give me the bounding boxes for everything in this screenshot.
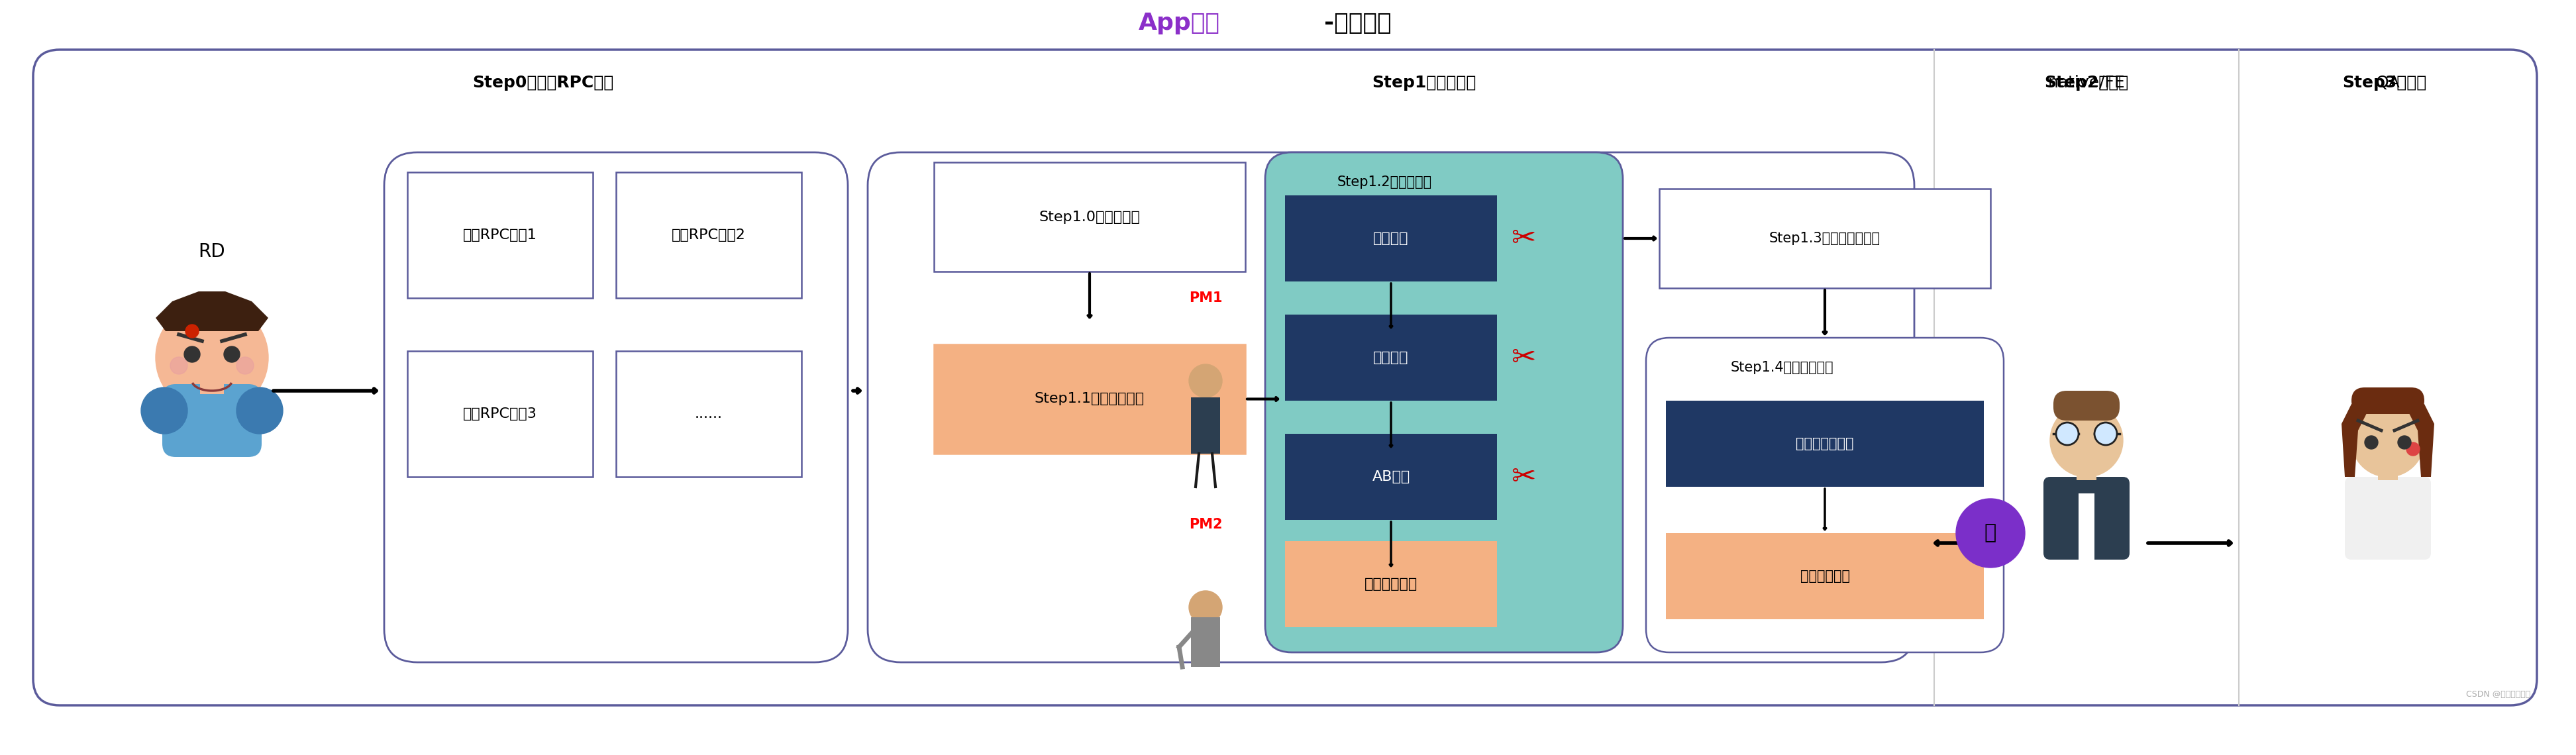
Text: -开发流程: -开发流程: [1324, 12, 1391, 35]
Bar: [616, 351, 801, 477]
Bar: [1190, 618, 1221, 667]
Text: native/FE: native/FE: [2048, 75, 2125, 91]
Bar: [1667, 533, 1984, 619]
Text: 有无到手价？: 有无到手价？: [1365, 578, 1417, 590]
Circle shape: [237, 387, 283, 434]
Bar: [2079, 494, 2094, 559]
Circle shape: [1955, 499, 2025, 568]
Circle shape: [170, 357, 188, 374]
Text: Step1.4：构建券标签: Step1.4：构建券标签: [1731, 361, 1834, 374]
Circle shape: [2406, 442, 2419, 456]
Text: PM1: PM1: [1188, 291, 1221, 305]
FancyBboxPatch shape: [1265, 153, 1623, 652]
Text: 新建RPC模块1: 新建RPC模块1: [464, 229, 538, 242]
Circle shape: [142, 387, 188, 434]
Circle shape: [2094, 423, 2117, 445]
Text: 新建RPC模块2: 新建RPC模块2: [672, 229, 747, 242]
Polygon shape: [2401, 397, 2434, 477]
FancyBboxPatch shape: [384, 153, 848, 662]
Bar: [2378, 452, 2398, 480]
Text: 有无活动信息？: 有无活动信息？: [1795, 437, 1855, 450]
Bar: [2076, 452, 2097, 480]
Text: ✂: ✂: [1512, 344, 1535, 372]
FancyBboxPatch shape: [162, 384, 263, 457]
FancyBboxPatch shape: [2344, 477, 2432, 559]
Bar: [1659, 189, 1991, 288]
Text: 终端判断: 终端判断: [1373, 351, 1409, 364]
Text: App首页: App首页: [1139, 12, 1221, 35]
Circle shape: [2056, 423, 2079, 445]
Circle shape: [155, 301, 268, 414]
FancyBboxPatch shape: [2043, 477, 2130, 559]
Bar: [1285, 434, 1497, 520]
Circle shape: [1190, 590, 1221, 624]
Text: Step1：数据渲染: Step1：数据渲染: [1373, 75, 1476, 91]
Bar: [1190, 397, 1221, 454]
Text: CSDN @转转技术团队: CSDN @转转技术团队: [2465, 690, 2530, 698]
Bar: [616, 172, 801, 298]
Text: 🔗: 🔗: [1984, 523, 1996, 543]
Text: Step3：测试: Step3：测试: [2342, 75, 2427, 91]
Text: Step0：获取RPC数据: Step0：获取RPC数据: [471, 75, 613, 91]
Text: RD: RD: [198, 242, 227, 261]
Text: Step1.1：构建到手价: Step1.1：构建到手价: [1036, 393, 1144, 405]
Bar: [1285, 315, 1497, 401]
Text: 版本判断: 版本判断: [1373, 232, 1409, 245]
Bar: [1285, 541, 1497, 627]
Bar: [935, 162, 1244, 272]
Polygon shape: [155, 291, 268, 331]
FancyBboxPatch shape: [2053, 391, 2120, 421]
Circle shape: [224, 347, 240, 362]
Text: 新建RPC模块3: 新建RPC模块3: [464, 407, 538, 421]
Text: ......: ......: [696, 407, 724, 421]
Circle shape: [2365, 436, 2378, 449]
Text: ✂: ✂: [1512, 224, 1535, 253]
FancyBboxPatch shape: [33, 50, 2537, 705]
Polygon shape: [2342, 397, 2375, 477]
Bar: [407, 351, 592, 477]
Circle shape: [2352, 404, 2424, 477]
Bar: [1667, 401, 1984, 487]
Bar: [201, 358, 224, 394]
Bar: [1285, 196, 1497, 282]
Bar: [935, 344, 1244, 454]
FancyBboxPatch shape: [868, 153, 1914, 662]
FancyBboxPatch shape: [1646, 337, 2004, 652]
Text: Step2：联调: Step2：联调: [2045, 75, 2128, 91]
Text: Step1.0：构建标题: Step1.0：构建标题: [1038, 211, 1141, 223]
Text: QA: QA: [2375, 75, 2401, 91]
Bar: [407, 172, 592, 298]
Circle shape: [1190, 364, 1221, 397]
Text: Step1.3：构建分期信息: Step1.3：构建分期信息: [1770, 232, 1880, 245]
Circle shape: [2050, 404, 2123, 477]
Text: AB判断: AB判断: [1373, 470, 1409, 483]
Circle shape: [2398, 436, 2411, 449]
FancyBboxPatch shape: [2352, 387, 2424, 414]
Text: ✂: ✂: [1512, 463, 1535, 491]
Text: PM2: PM2: [1188, 518, 1221, 532]
Circle shape: [237, 357, 252, 374]
Text: Step1.2：活动信息: Step1.2：活动信息: [1337, 175, 1432, 189]
Circle shape: [185, 325, 198, 337]
Circle shape: [183, 347, 201, 362]
Text: 有无到手价？: 有无到手价？: [1801, 569, 1850, 583]
